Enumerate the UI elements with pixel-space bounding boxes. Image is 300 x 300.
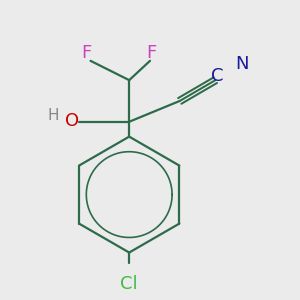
- Text: N: N: [236, 55, 249, 73]
- Text: F: F: [146, 44, 157, 62]
- Text: F: F: [81, 44, 91, 62]
- Text: O: O: [65, 112, 79, 130]
- Text: H: H: [48, 108, 59, 123]
- Text: C: C: [211, 67, 223, 85]
- Text: Cl: Cl: [120, 275, 138, 293]
